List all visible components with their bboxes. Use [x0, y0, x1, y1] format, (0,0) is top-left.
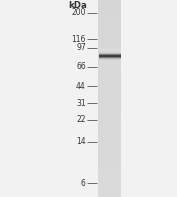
Text: 14: 14 — [76, 137, 86, 146]
Text: 44: 44 — [76, 82, 86, 91]
Text: 116: 116 — [72, 35, 86, 44]
Text: 97: 97 — [76, 43, 86, 52]
Text: kDa: kDa — [68, 1, 87, 10]
Text: 66: 66 — [76, 62, 86, 71]
Text: 22: 22 — [76, 115, 86, 125]
Text: 31: 31 — [76, 99, 86, 108]
Text: 6: 6 — [81, 178, 86, 188]
Text: 200: 200 — [71, 8, 86, 17]
